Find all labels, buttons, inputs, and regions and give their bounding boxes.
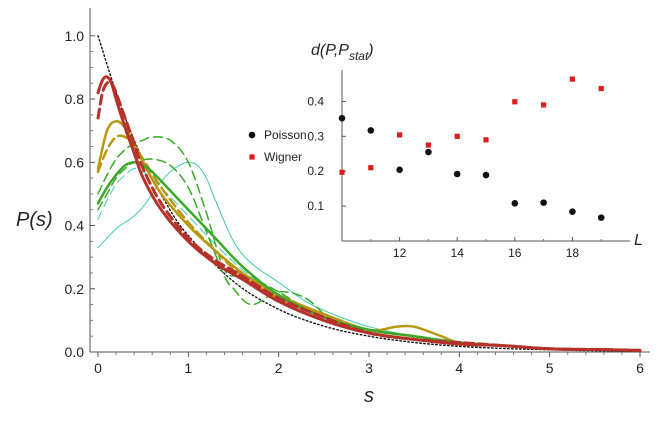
inset-x-tick-label: 12 (393, 246, 407, 260)
inset-point-poisson (367, 127, 375, 134)
inset-point-wigner (541, 102, 547, 108)
inset-point-wigner (339, 169, 345, 175)
x-tick-label: 0 (94, 360, 102, 376)
inset-point-poisson (338, 114, 346, 122)
inset-point-poisson (482, 171, 490, 179)
inset-point-wigner (368, 165, 374, 171)
x-tick-label: 5 (546, 360, 554, 376)
inset-plot: 12 14 16 18 0.1 0.2 0.3 0.4 d(P,Pstat) L Poisson Wi… (248, 38, 652, 260)
x-axis-label: s (364, 385, 374, 407)
inset-x-tick-label: 16 (508, 246, 522, 260)
inset-point-poisson (396, 166, 403, 174)
x-tick-label: 2 (275, 360, 283, 376)
x-tick-label: 1 (184, 360, 192, 376)
inset-point-wigner (425, 142, 431, 148)
inset-point-wigner (598, 85, 604, 92)
inset-point-wigner (483, 137, 489, 143)
inset-x-tick-label: 14 (451, 246, 465, 260)
x-tick-label: 4 (455, 360, 463, 376)
inset-point-wigner (512, 99, 518, 105)
inset-y-tick-label: 0.3 (307, 129, 324, 143)
y-tick-label: 1.0 (65, 28, 85, 44)
y-tick-label: 0.8 (65, 91, 85, 107)
legend-marker-poisson (248, 131, 256, 139)
inset-x-tick-label: 18 (566, 246, 580, 260)
inset-point-poisson (425, 148, 432, 156)
y-tick-label: 0.0 (65, 344, 85, 360)
y-tick-label: 0.4 (65, 218, 85, 234)
inset-x-axis-label: L (634, 232, 643, 249)
y-tick-label: 0.6 (65, 154, 85, 170)
inset-point-wigner (397, 132, 403, 138)
legend-marker-wigner (249, 154, 255, 160)
inset-point-wigner (569, 76, 575, 82)
legend-label-poisson: Poisson (264, 128, 307, 142)
inset-point-wigner (454, 133, 460, 139)
inset-point-poisson (597, 214, 605, 221)
inset-y-label-main: d(P,P (311, 42, 349, 59)
inset-y-tick-label: 0.2 (307, 164, 324, 178)
inset-point-poisson (569, 208, 576, 215)
inset-y-label-close: ) (366, 42, 373, 59)
inset-point-poisson (540, 199, 547, 206)
inset-point-poisson (453, 170, 461, 178)
inset-y-axis-label: d(P,Pstat) (311, 42, 374, 63)
y-tick-label: 0.2 (65, 281, 85, 297)
inset-point-poisson (511, 200, 519, 207)
inset-y-tick-label: 0.4 (307, 94, 324, 108)
inset-y-label-sub: stat (349, 49, 369, 63)
y-axis-label: P(s) (16, 209, 53, 231)
x-tick-label: 6 (636, 360, 644, 376)
main-plot: 0 1 2 3 4 5 60.00.20.40.60.81.0sP(s) (16, 8, 650, 407)
legend-label-wigner: Wigner (264, 150, 302, 164)
inset-y-tick-label: 0.1 (307, 199, 324, 213)
series-line-1 (96, 80, 642, 352)
inset-background (300, 38, 652, 260)
x-tick-label: 3 (365, 360, 373, 376)
